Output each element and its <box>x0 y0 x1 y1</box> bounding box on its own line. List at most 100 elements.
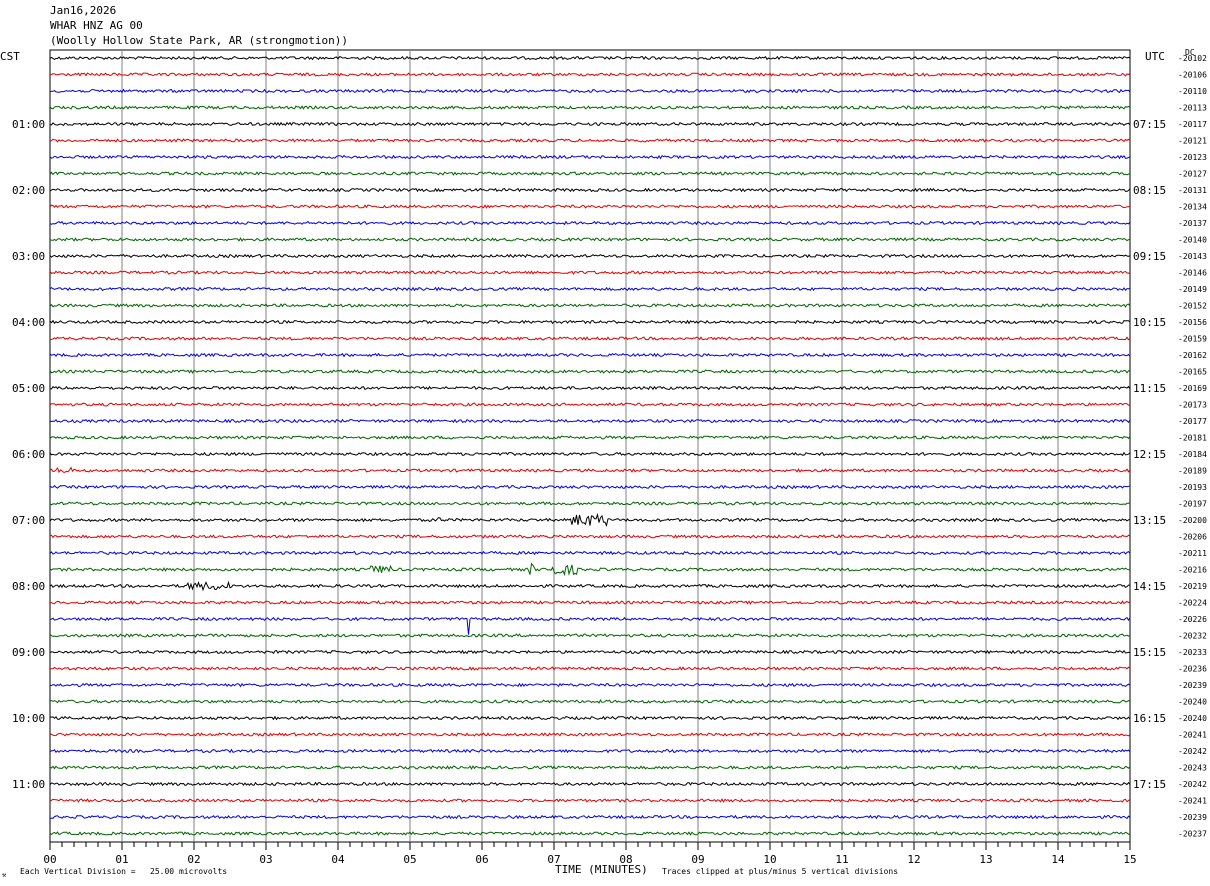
x-tick-label: 11 <box>835 853 848 866</box>
trace-line <box>49 562 1131 577</box>
dc-offset-label: -20219 <box>1178 582 1207 591</box>
dc-offset-label: -20149 <box>1178 285 1207 294</box>
dc-offset-label: -20123 <box>1178 153 1207 162</box>
x-axis-title: TIME (MINUTES) <box>555 863 648 876</box>
dc-offset-label: -20134 <box>1178 203 1207 212</box>
utc-hour-label: 12:15 <box>1133 448 1166 461</box>
dc-offset-label: -20146 <box>1178 269 1207 278</box>
trace-line <box>49 88 1131 94</box>
trace-line <box>49 369 1131 374</box>
x-tick-label: 00 <box>43 853 56 866</box>
minute-gridlines <box>49 49 1131 843</box>
clip-note: Traces clipped at plus/minus 5 vertical … <box>662 867 899 876</box>
x-tick-label: 13 <box>979 853 992 866</box>
dc-offset-label: -20140 <box>1178 236 1207 245</box>
trace-line <box>49 666 1131 671</box>
utc-hour-label: 13:15 <box>1133 514 1166 527</box>
trace-line <box>49 715 1131 721</box>
trace-line <box>49 187 1131 193</box>
dc-offset-label: -20156 <box>1178 318 1207 327</box>
dc-offset-label: -20131 <box>1178 186 1207 195</box>
x-tick-label: 01 <box>115 853 128 866</box>
x-axis: 00 01 02 03 04 05 06 07 08 09 10 11 12 13 14 15 <box>43 842 1137 866</box>
trace-line <box>49 649 1131 655</box>
x-tick-label: 14 <box>1051 853 1065 866</box>
trace-line <box>49 814 1131 820</box>
dc-offset-label: -20241 <box>1178 731 1207 740</box>
x-tick-label: 12 <box>907 853 920 866</box>
trace-line <box>49 451 1131 457</box>
dc-offset-label: -20233 <box>1178 648 1207 657</box>
dc-offset-label: -20165 <box>1178 368 1207 377</box>
usgs-mark-icon: ⚒ <box>2 871 7 879</box>
dc-offset-label: -20216 <box>1178 566 1207 575</box>
dc-offset-label: -20239 <box>1178 681 1207 690</box>
trace-line <box>49 831 1131 836</box>
local-hour-label: 02:00 <box>12 184 45 197</box>
dc-offset-label: -20184 <box>1178 450 1207 459</box>
trace-line <box>49 616 1131 635</box>
dc-offset-label: -20240 <box>1178 714 1207 723</box>
dc-offset-label: -20243 <box>1178 764 1207 773</box>
local-hour-label: 09:00 <box>12 646 45 659</box>
dc-offset-label: -20224 <box>1178 599 1207 608</box>
dc-offset-label: -20152 <box>1178 302 1207 311</box>
trace-line <box>49 781 1131 787</box>
trace-line <box>49 435 1131 440</box>
dc-offset-label: -20110 <box>1178 87 1207 96</box>
x-tick-label: 03 <box>259 853 272 866</box>
trace-line <box>49 402 1131 407</box>
dc-offset-label: -20197 <box>1178 500 1207 509</box>
dc-offset-label: -20173 <box>1178 401 1207 410</box>
dc-offset-label: -20240 <box>1178 698 1207 707</box>
dc-offset-label: -20143 <box>1178 252 1207 261</box>
x-tick-label: 06 <box>475 853 488 866</box>
trace-line <box>49 682 1131 688</box>
dc-column-label: DC <box>1185 48 1195 57</box>
trace-line <box>49 55 1131 61</box>
right-timezone-label: UTC <box>1145 50 1165 63</box>
local-hour-label: 08:00 <box>12 580 45 593</box>
dc-offset-label: -20121 <box>1178 137 1207 146</box>
utc-hour-label: 07:15 <box>1133 118 1166 131</box>
utc-hour-label: 17:15 <box>1133 778 1166 791</box>
x-tick-label: 08 <box>619 853 632 866</box>
trace-line <box>49 748 1131 754</box>
x-tick-label: 09 <box>691 853 704 866</box>
dc-offset-label: -20211 <box>1178 549 1207 558</box>
trace-line <box>49 352 1131 358</box>
dc-offset-label: -20189 <box>1178 467 1207 476</box>
trace-line <box>49 765 1131 770</box>
trace-line <box>49 171 1131 176</box>
trace-line <box>49 466 1131 474</box>
x-tick-label: 04 <box>331 853 345 866</box>
dc-offset-label: -20206 <box>1178 533 1207 542</box>
utc-hour-label: 14:15 <box>1133 580 1166 593</box>
local-hour-label: 11:00 <box>12 778 45 791</box>
station-label: WHAR HNZ AG 00 <box>50 19 143 32</box>
local-hour-label: 03:00 <box>12 250 45 263</box>
dc-offset-label: -20242 <box>1178 747 1207 756</box>
x-tick-label: 07 <box>547 853 560 866</box>
trace-line <box>49 484 1131 490</box>
local-hour-label: 04:00 <box>12 316 45 329</box>
trace-line <box>49 534 1131 539</box>
x-tick-label: 02 <box>187 853 200 866</box>
location-label: (Woolly Hollow State Park, AR (strongmot… <box>50 34 349 47</box>
trace-line <box>49 154 1131 160</box>
dc-offset-label: -20102 <box>1178 54 1207 63</box>
dc-offset-label: -20159 <box>1178 335 1207 344</box>
trace-line <box>49 798 1131 803</box>
trace-line <box>49 512 1131 528</box>
dc-offset-label: -20193 <box>1178 483 1207 492</box>
trace-line <box>49 732 1131 737</box>
local-hour-label: 10:00 <box>12 712 45 725</box>
dc-offset-label: -20241 <box>1178 797 1207 806</box>
utc-time-labels: 07:15 08:15 09:15 10:15 11:15 12:15 13:15 14:15… <box>1133 118 1166 791</box>
trace-line <box>49 270 1131 275</box>
x-tick-label: 15 <box>1123 853 1136 866</box>
local-hour-label: 01:00 <box>12 118 45 131</box>
x-tick-label: 10 <box>763 853 776 866</box>
trace-line <box>49 237 1131 242</box>
